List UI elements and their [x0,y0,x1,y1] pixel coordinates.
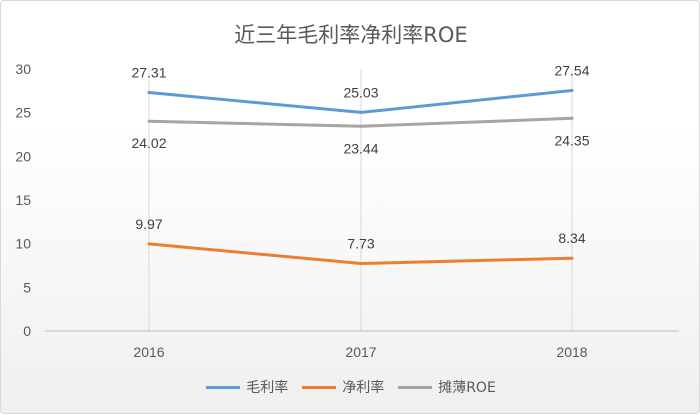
data-point-net-margin-0 [147,242,151,246]
data-point-roe-0 [147,119,151,123]
data-label-roe-2: 24.35 [554,132,589,148]
legend-swatch-gross-margin [206,385,241,389]
data-label-net-margin-1: 7.73 [347,236,374,252]
legend-label-net-margin: 净利率 [342,380,385,396]
chart-title: 近三年毛利率净利率ROE [234,23,468,47]
legend-item-net-margin: 净利率 [302,377,384,397]
data-label-net-margin-0: 9.97 [135,216,162,232]
y-tick-label-30: 30 [15,61,31,77]
data-label-roe-1: 23.44 [343,140,378,156]
data-label-roe-0: 24.02 [131,135,166,151]
y-tick-label-10: 10 [15,236,31,252]
legend-swatch-roe [398,385,433,389]
data-label-gross-margin-1: 25.03 [343,84,378,100]
data-label-gross-margin-0: 27.31 [131,65,166,81]
legend-item-roe: 摊薄ROE [398,377,496,397]
legend: 毛利率 净利率 摊薄ROE [1,377,700,397]
x-tick-label-2018: 2018 [556,344,587,360]
data-point-roe-1 [359,124,363,128]
legend-item-gross-margin: 毛利率 [206,377,288,397]
y-tick-label-15: 15 [15,192,31,208]
data-label-net-margin-2: 8.34 [558,230,585,246]
data-label-gross-margin-2: 27.54 [554,63,589,79]
y-tick-label-0: 0 [23,323,31,339]
y-tick-label-20: 20 [15,148,31,164]
legend-swatch-net-margin [302,385,337,389]
data-point-net-margin-1 [359,262,363,265]
y-tick-label-5: 5 [23,279,31,295]
data-point-gross-margin-1 [359,110,363,114]
data-point-gross-margin-2 [570,89,574,92]
legend-label-roe: 摊薄ROE [438,380,496,396]
data-point-roe-2 [570,116,574,120]
x-tick-label-2017: 2017 [345,344,376,360]
data-point-net-margin-2 [570,256,574,260]
y-tick-label-25: 25 [15,105,31,121]
x-tick-label-2016: 2016 [133,344,164,360]
data-point-gross-margin-0 [147,91,151,94]
legend-label-gross-margin: 毛利率 [246,380,289,396]
